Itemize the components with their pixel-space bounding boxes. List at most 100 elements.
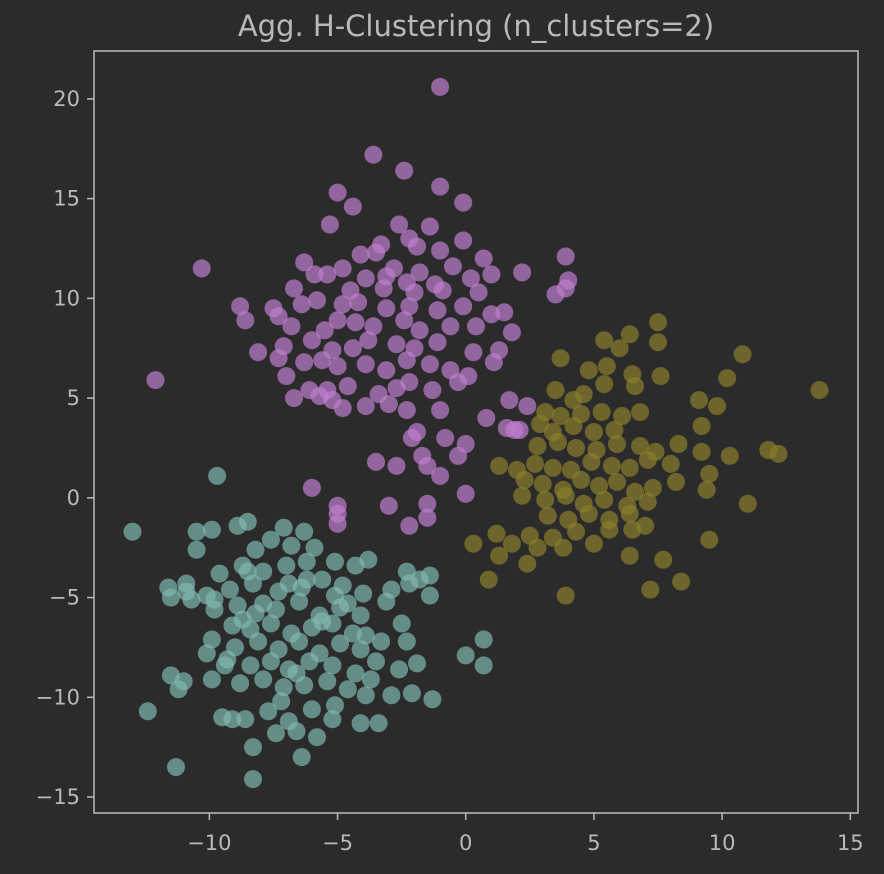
x-tick-label: 5	[587, 831, 600, 855]
data-point	[531, 415, 550, 433]
data-point	[397, 401, 416, 420]
data-point	[367, 243, 385, 262]
data-point	[356, 355, 375, 374]
data-point	[428, 301, 447, 320]
data-point	[338, 680, 357, 699]
data-point	[313, 570, 332, 589]
data-point	[436, 429, 455, 447]
data-point	[210, 564, 229, 583]
data-point	[700, 464, 719, 483]
data-point	[461, 269, 480, 288]
data-point	[518, 554, 537, 573]
x-tick-label: −10	[187, 831, 231, 855]
data-point	[708, 397, 726, 416]
data-point	[146, 371, 165, 390]
data-point	[536, 490, 555, 509]
data-point	[202, 670, 221, 689]
data-point	[377, 592, 396, 611]
data-point	[410, 263, 429, 282]
data-point	[177, 582, 196, 601]
data-point	[369, 714, 388, 733]
data-point	[620, 546, 639, 565]
data-point	[515, 470, 534, 489]
data-point	[290, 632, 309, 651]
data-point	[359, 331, 378, 350]
data-point	[161, 588, 180, 607]
y-tick-label: 20	[53, 87, 80, 111]
data-point	[738, 494, 757, 513]
data-point	[338, 377, 357, 396]
data-point	[364, 145, 383, 164]
data-point	[454, 297, 473, 316]
data-point	[631, 437, 650, 455]
data-point	[390, 660, 409, 679]
data-point	[285, 389, 303, 408]
data-point	[236, 710, 255, 729]
data-point	[249, 343, 268, 362]
data-point	[700, 530, 719, 549]
data-point	[274, 678, 293, 697]
plot-area-frame	[93, 50, 859, 814]
data-point	[187, 522, 206, 541]
data-point	[390, 215, 409, 234]
data-point	[484, 353, 503, 372]
points-layer	[123, 77, 829, 789]
data-point	[467, 317, 485, 336]
data-point	[328, 311, 347, 330]
data-point	[305, 538, 324, 557]
data-point	[418, 456, 437, 475]
data-point	[333, 295, 352, 314]
data-point	[464, 343, 483, 362]
data-point	[672, 572, 691, 591]
data-point	[300, 652, 319, 671]
data-point	[641, 580, 660, 599]
data-point	[600, 520, 619, 539]
data-point	[579, 361, 598, 380]
data-point	[187, 540, 206, 559]
data-point	[343, 197, 362, 216]
data-point	[277, 556, 296, 575]
data-point	[487, 524, 506, 543]
data-point	[326, 552, 344, 571]
data-point	[356, 626, 375, 645]
data-point	[477, 409, 496, 427]
data-point	[287, 722, 306, 741]
data-point	[333, 399, 352, 418]
data-point	[351, 714, 370, 733]
data-point	[631, 403, 650, 422]
data-point	[551, 407, 570, 425]
data-point	[261, 530, 280, 549]
data-point	[769, 444, 788, 463]
data-point	[556, 247, 575, 266]
data-point	[649, 333, 667, 352]
data-point	[377, 361, 396, 380]
data-point	[392, 614, 411, 633]
y-tick-label: 15	[53, 187, 80, 211]
data-point	[431, 241, 450, 260]
data-point	[205, 590, 224, 609]
data-point	[397, 351, 416, 370]
data-point	[197, 644, 216, 663]
data-point	[328, 357, 347, 376]
data-point	[244, 770, 262, 789]
data-point	[269, 307, 288, 326]
data-point	[302, 331, 321, 350]
data-point	[241, 656, 260, 675]
data-point	[320, 215, 339, 234]
data-point	[556, 586, 575, 605]
data-point	[449, 373, 468, 392]
data-point	[549, 433, 567, 451]
data-point	[595, 375, 614, 394]
data-point	[431, 466, 450, 485]
data-point	[431, 77, 450, 96]
data-point	[323, 710, 342, 729]
data-point	[669, 435, 688, 453]
data-point	[608, 435, 626, 453]
data-point	[261, 614, 280, 633]
data-point	[474, 656, 493, 675]
data-point	[528, 538, 547, 557]
data-point	[351, 640, 370, 659]
data-point	[202, 520, 221, 539]
y-tick-label: 5	[67, 386, 80, 410]
